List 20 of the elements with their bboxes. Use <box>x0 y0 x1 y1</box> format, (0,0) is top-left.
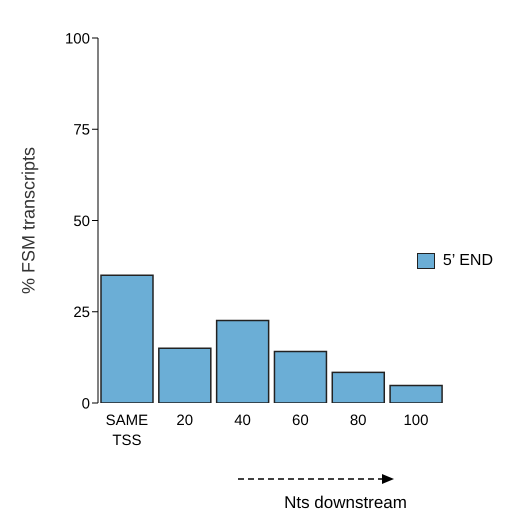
bar <box>389 384 443 403</box>
y-tick-label: 0 <box>82 395 90 412</box>
x-tick-label: SAME TSS <box>106 412 148 449</box>
legend-label: 5’ END <box>442 252 493 270</box>
y-axis-title: % FSM transcripts <box>18 146 38 294</box>
x-tick-label: 100 <box>403 412 429 429</box>
bar <box>216 320 270 403</box>
x-tick-label: 80 <box>350 412 367 429</box>
x-tick-label: 20 <box>176 412 194 429</box>
bar <box>100 274 154 403</box>
y-tick-label: 75 <box>73 122 90 139</box>
bar <box>332 372 386 403</box>
x-axis-title: Nts downstream <box>284 493 407 513</box>
x-tick-label: 40 <box>234 412 251 429</box>
y-tick-label: 50 <box>73 212 90 230</box>
y-tick-label: 100 <box>64 30 90 48</box>
bar <box>158 348 212 403</box>
bar <box>274 350 328 403</box>
y-tick-label: 25 <box>73 304 90 322</box>
x-tick-label: 60 <box>292 412 309 429</box>
